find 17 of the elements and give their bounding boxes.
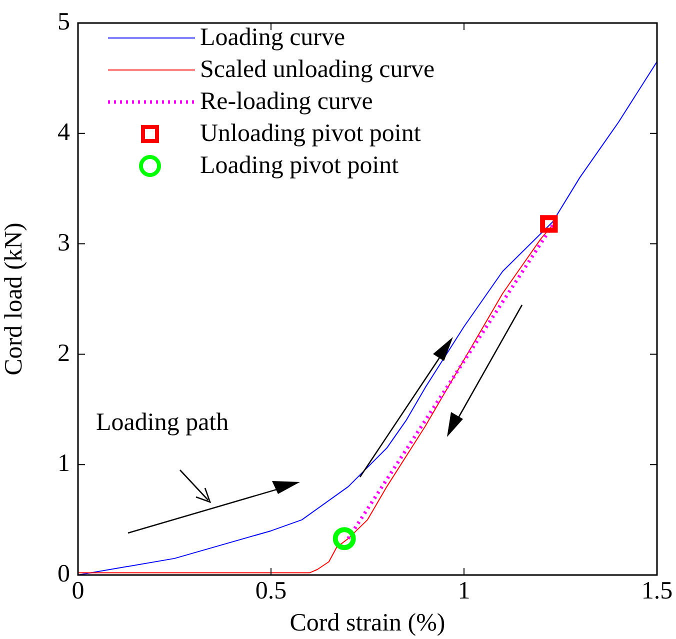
x-tick-label: 1 (458, 578, 470, 605)
y-tick-label: 5 (58, 8, 70, 36)
x-tick-label: 1.5 (641, 578, 673, 605)
annotation: Loading path (96, 409, 230, 436)
y-tick-label: 1 (58, 450, 70, 478)
y-tick-label: 0 (58, 560, 70, 588)
legend-label: Re-loading curve (200, 87, 373, 117)
x-axis-title: Cord strain (%) (290, 610, 446, 637)
legend-label: Loading pivot point (200, 151, 399, 181)
x-tick-label: 0.5 (255, 578, 287, 605)
legend-label: Loading curve (200, 23, 346, 53)
y-tick-label: 2 (58, 340, 70, 367)
y-axis-title: Cord load (kN) (0, 222, 28, 376)
y-tick-label: 4 (58, 118, 70, 146)
legend-label: Unloading pivot point (200, 119, 421, 149)
y-tick-label: 3 (58, 229, 70, 256)
legend-label: Scaled unloading curve (200, 55, 435, 85)
